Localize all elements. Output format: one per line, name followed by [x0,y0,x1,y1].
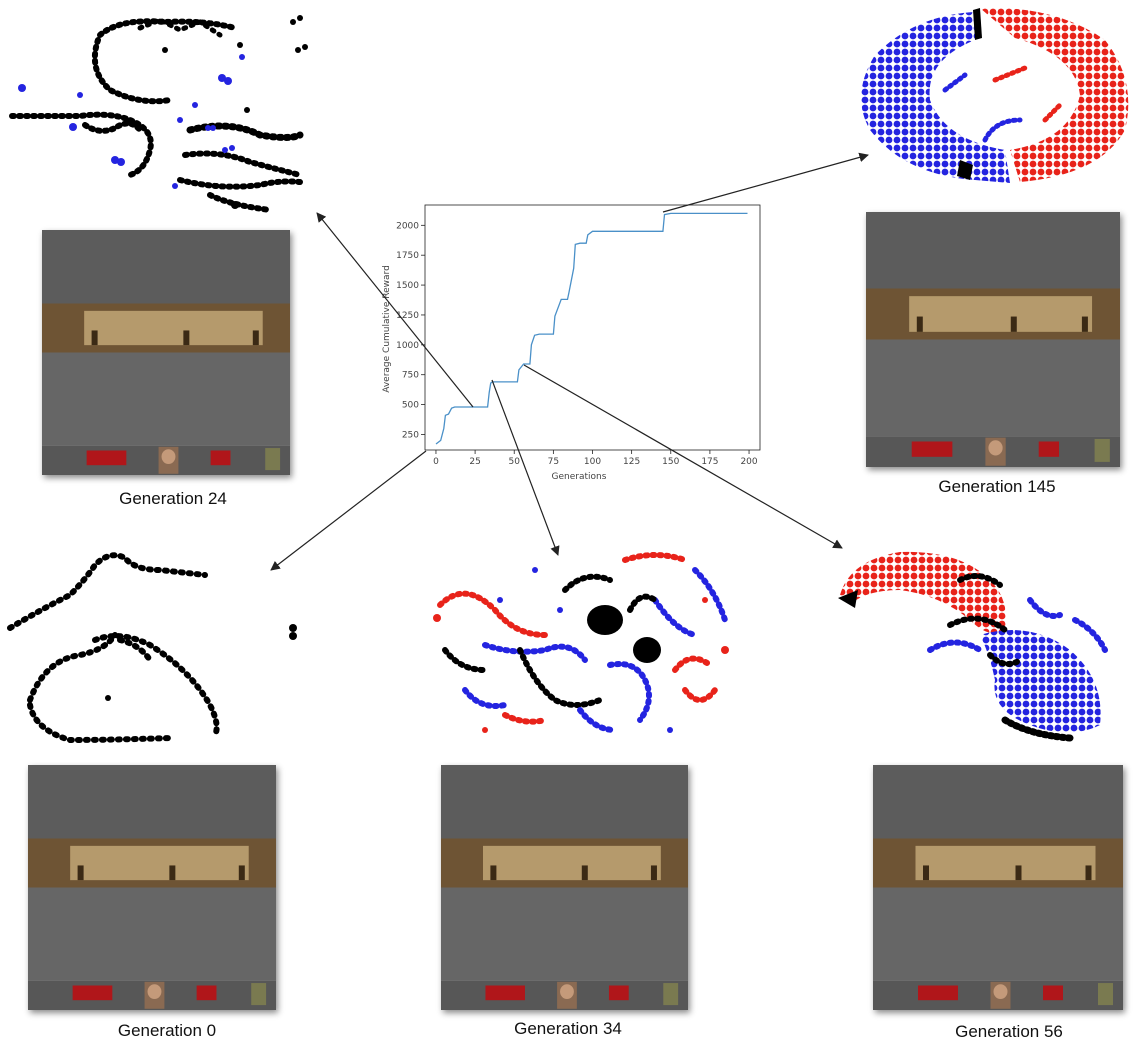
y-tick-label: 1750 [396,251,419,261]
x-tick-label: 100 [584,457,601,467]
embedding-scatter-gen56 [838,551,1108,742]
y-tick-label: 750 [402,371,419,381]
x-tick-label: 75 [548,457,559,467]
y-tick-label: 2000 [396,221,419,231]
x-tick-label: 125 [623,457,640,467]
reward-line-chart: 0 25 50 75 100 125 150 175 200 250 500 750 1000 1250 1… [382,204,761,482]
caption-gen34: Generation 34 [514,1019,622,1038]
game-screenshot-gen145 [866,212,1120,467]
embedding-scatter-gen145 [861,7,1129,183]
caption-gen145: Generation 145 [938,477,1056,496]
caption-gen56: Generation 56 [955,1022,1063,1041]
x-tick-label: 150 [662,457,679,467]
embedding-scatter-gen0 [7,552,297,744]
game-screenshot-gen34 [441,765,688,1010]
y-tick-label: 500 [402,401,419,411]
x-tick-label: 25 [469,457,480,467]
game-screenshot-gen24 [42,230,290,475]
y-tick-label: 1000 [396,341,419,351]
x-tick-label: 175 [701,457,718,467]
y-tick-label: 250 [402,430,419,440]
y-tick-label: 1250 [396,311,419,321]
game-screenshot-gen0 [28,765,276,1010]
x-tick-label: 0 [433,457,439,467]
embedding-scatter-gen34 [433,552,729,733]
game-screenshot-gen56 [873,765,1123,1010]
y-tick-label: 1500 [396,281,419,291]
caption-gen0: Generation 0 [117,1021,217,1040]
y-axis-label: Average Cumulative Reward [382,265,392,393]
embedding-scatter-gen24 [9,15,308,213]
x-tick-label: 200 [740,457,757,467]
caption-gen24: Generation 24 [119,489,227,508]
x-tick-label: 50 [509,457,521,467]
plot-frame [424,204,761,451]
x-axis-label: Generations [552,472,607,482]
